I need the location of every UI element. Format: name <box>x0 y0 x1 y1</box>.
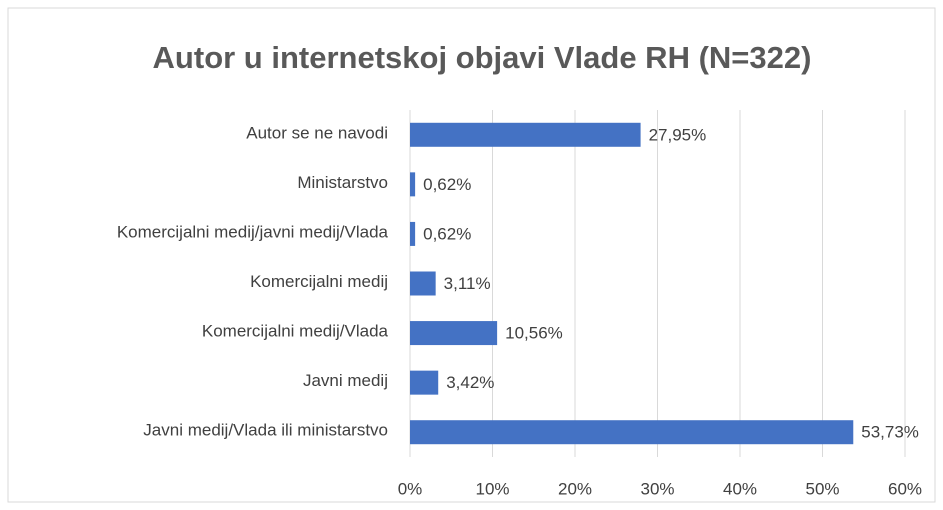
x-tick-label: 0% <box>398 479 423 498</box>
bar <box>410 122 641 147</box>
y-tick-label: Ministarstvo <box>297 173 388 192</box>
x-tick-label: 50% <box>805 479 839 498</box>
bar <box>410 321 498 346</box>
data-label: 3,11% <box>444 274 491 293</box>
bar <box>410 271 436 296</box>
y-tick-label: Komercijalni medij/Vlada <box>202 322 389 341</box>
x-tick-label: 20% <box>558 479 592 498</box>
x-tick-label: 10% <box>475 479 509 498</box>
data-label: 27,95% <box>649 125 707 144</box>
data-label: 10,56% <box>505 324 563 343</box>
x-tick-label: 40% <box>723 479 757 498</box>
y-tick-label: Javni medij/Vlada ili ministarstvo <box>143 421 388 440</box>
data-label: 0,62% <box>423 224 471 243</box>
chart-border <box>7 7 936 503</box>
x-tick-label: 60% <box>888 479 922 498</box>
bar <box>410 370 439 395</box>
bar <box>410 420 854 445</box>
y-tick-label: Komercijalni medij/javni medij/Vlada <box>117 222 389 241</box>
bar <box>410 172 416 197</box>
bar <box>410 221 416 246</box>
x-tick-label: 30% <box>640 479 674 498</box>
data-label: 53,73% <box>861 423 919 442</box>
data-label: 3,42% <box>446 373 494 392</box>
y-tick-label: Javni medij <box>303 371 388 390</box>
data-label: 0,62% <box>423 175 471 194</box>
y-tick-label: Komercijalni medij <box>250 272 388 291</box>
chart-title: Autor u internetskoj objavi Vlade RH (N=… <box>153 40 812 75</box>
y-tick-label: Autor se ne navodi <box>246 123 388 142</box>
